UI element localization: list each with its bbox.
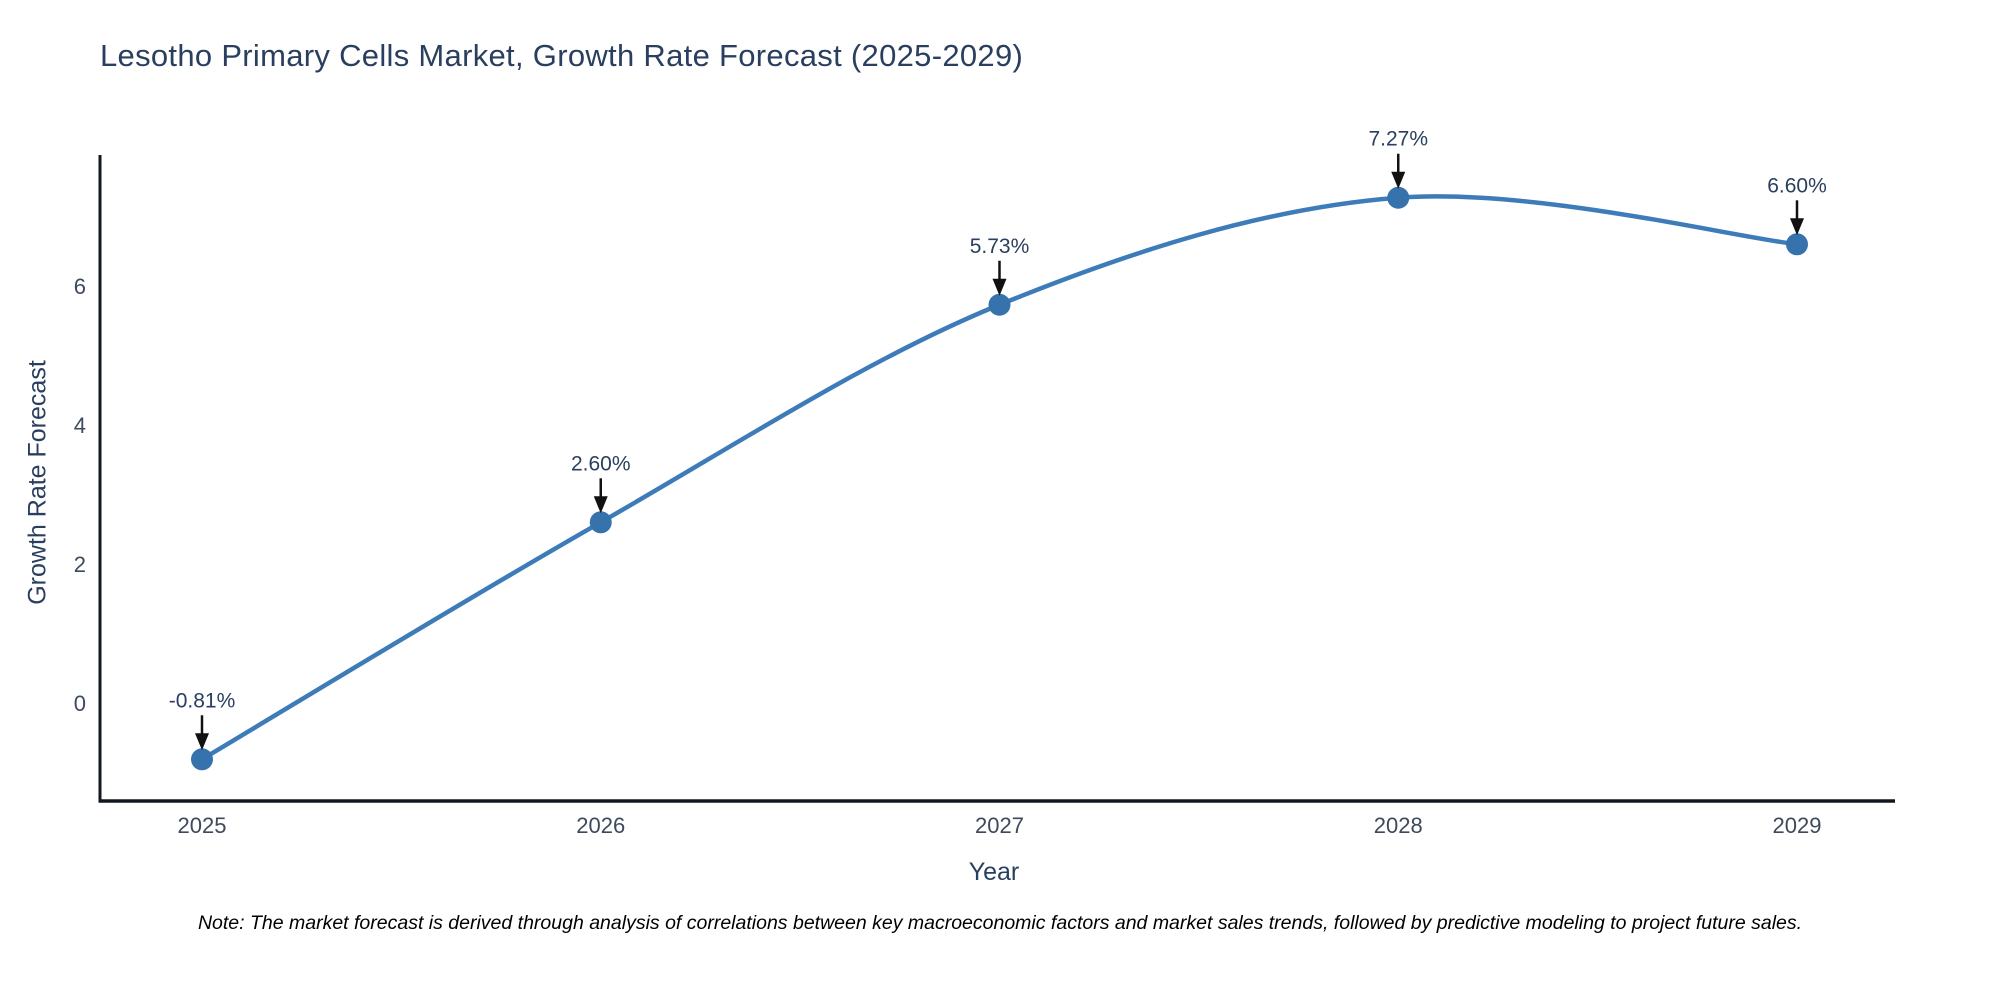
y-tick-label: 4	[74, 413, 86, 438]
point-annotation-label: 5.73%	[970, 235, 1030, 258]
data-point-marker	[191, 748, 213, 771]
point-annotation-label: 7.27%	[1368, 128, 1428, 151]
point-annotation-label: -0.81%	[169, 689, 236, 712]
note-text: Note: The market forecast is derived thr…	[197, 912, 1803, 934]
y-axis-label: Growth Rate Forecast	[23, 360, 52, 605]
y-tick-label: 0	[74, 691, 86, 716]
annotation-arrowhead-icon	[593, 496, 608, 514]
data-point-marker	[589, 511, 612, 534]
annotation-arrowhead-icon	[992, 278, 1007, 296]
data-point-marker	[1387, 186, 1410, 209]
chart-title: Lesotho Primary Cells Market, Growth Rat…	[100, 38, 1024, 73]
y-tick-label: 2	[74, 552, 86, 577]
x-tick-label: 2026	[576, 813, 625, 838]
point-annotation-label: 2.60%	[571, 452, 631, 475]
x-tick-label: 2029	[1773, 813, 1822, 838]
y-tick-label: 6	[74, 274, 86, 299]
x-tick-label: 2028	[1374, 813, 1423, 838]
x-tick-label: 2027	[975, 813, 1024, 838]
x-tick-label: 2025	[178, 813, 227, 838]
x-axis-label: Year	[968, 858, 1020, 886]
annotation-arrowhead-icon	[1391, 171, 1406, 189]
point-annotation-label: 6.60%	[1767, 174, 1827, 197]
data-point-marker	[1786, 233, 1808, 256]
data-point-marker	[988, 293, 1011, 316]
annotation-arrowhead-icon	[1790, 218, 1804, 236]
annotation-arrowhead-icon	[195, 733, 209, 751]
